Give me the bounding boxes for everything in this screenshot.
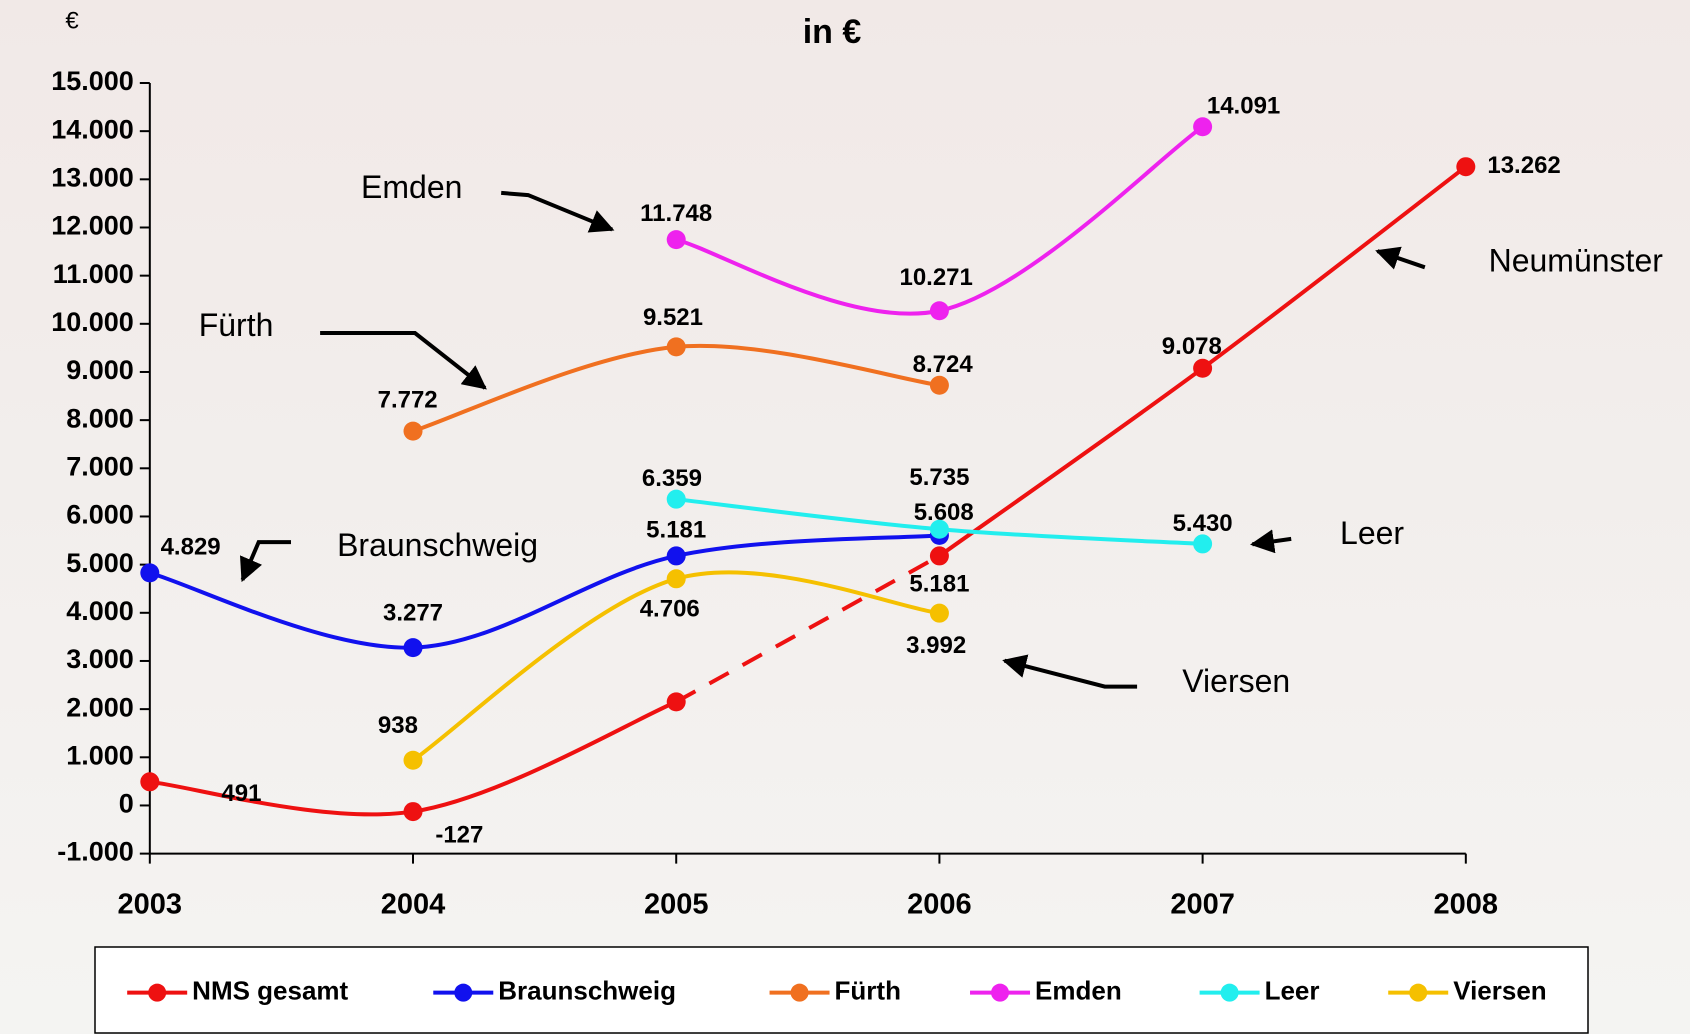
y-tick-label: 0: [119, 789, 134, 819]
value-label: 3.277: [383, 600, 443, 627]
value-label: 491: [221, 780, 261, 807]
value-label: 11.748: [640, 200, 712, 227]
data-point: [929, 301, 949, 321]
value-label: 5.430: [1173, 510, 1233, 537]
data-point: [666, 692, 686, 712]
y-tick-label: 4.000: [66, 596, 134, 626]
legend-label: NMS gesamt: [192, 976, 348, 1006]
value-label: 3.992: [906, 632, 966, 659]
value-label: 938: [378, 712, 418, 739]
legend-marker: [991, 983, 1010, 1002]
annotation-arrow: [501, 190, 615, 233]
legend-label: Fürth: [835, 976, 901, 1006]
data-point: [929, 375, 949, 395]
annotation: Emden: [361, 169, 462, 205]
x-tick-label: 2007: [1170, 888, 1235, 920]
value-label: 4.829: [161, 533, 221, 560]
series-line: [675, 554, 941, 704]
y-tick-label: 15.000: [51, 66, 134, 96]
legend-marker: [790, 983, 809, 1002]
legend-label: Leer: [1265, 976, 1320, 1006]
data-point: [403, 421, 423, 441]
annotation-arrow: [1002, 654, 1138, 689]
value-label: 9.078: [1162, 333, 1222, 360]
value-label: 8.724: [913, 351, 974, 378]
annotation: Viersen: [1182, 663, 1290, 699]
y-tick-label: 12.000: [51, 211, 134, 241]
value-label: 7.772: [378, 386, 438, 413]
value-label: -127: [435, 822, 483, 849]
legend-marker: [1409, 983, 1428, 1002]
y-tick-label: 8.000: [66, 403, 134, 433]
legend-marker: [148, 983, 167, 1002]
data-point: [403, 750, 423, 770]
y-tick-label: 10.000: [51, 307, 134, 337]
annotation: Braunschweig: [337, 527, 538, 563]
x-tick-label: 2003: [118, 888, 183, 920]
annotation: Neumünster: [1489, 242, 1664, 278]
y-tick-label: 14.000: [51, 114, 134, 144]
legend-marker: [1220, 983, 1239, 1002]
data-point: [666, 337, 686, 357]
value-label: 13.262: [1487, 152, 1560, 179]
data-point: [1193, 358, 1213, 378]
data-point: [1456, 157, 1476, 177]
data-point: [1193, 117, 1213, 137]
data-point: [666, 489, 686, 509]
legend-box: [94, 946, 1589, 1034]
y-tick-label: 7.000: [66, 451, 134, 481]
value-label: 14.091: [1207, 93, 1280, 120]
data-point: [666, 569, 686, 589]
legend-label: Braunschweig: [498, 976, 676, 1006]
value-label: 9.521: [643, 304, 703, 331]
x-tick-label: 2006: [907, 888, 972, 920]
series-line: [149, 533, 940, 650]
chart-title: in €: [803, 13, 862, 51]
y-tick-label: 11.000: [53, 259, 134, 289]
legend-marker: [454, 983, 473, 1002]
x-tick-label: 2004: [381, 888, 446, 920]
y-tick-label: 3.000: [66, 644, 134, 674]
data-point: [929, 546, 949, 566]
annotation-arrow: [239, 540, 292, 583]
y-tick-label: 2.000: [66, 692, 134, 722]
annotation-arrow: [1250, 529, 1292, 554]
annotation: Fürth: [199, 307, 274, 343]
value-label: 4.706: [640, 595, 700, 622]
y-tick-label: 5.000: [66, 548, 134, 578]
data-point: [140, 772, 160, 792]
x-tick-label: 2008: [1434, 888, 1499, 920]
data-point: [666, 546, 686, 566]
value-label: 6.359: [642, 465, 702, 492]
annotation-arrow: [1375, 246, 1426, 270]
data-point: [403, 802, 423, 822]
y-tick-label: 6.000: [66, 500, 134, 530]
x-tick-label: 2005: [644, 888, 709, 920]
data-point: [929, 519, 949, 539]
value-label: 5.735: [909, 464, 969, 491]
data-point: [403, 638, 423, 658]
value-label: 5.181: [646, 516, 706, 543]
legend-label: Emden: [1035, 976, 1122, 1006]
data-point: [929, 603, 949, 623]
annotation-arrow: [320, 331, 487, 390]
y-tick-label: 9.000: [66, 355, 134, 385]
annotation: Leer: [1340, 515, 1404, 551]
data-point: [666, 230, 686, 250]
data-point: [1193, 534, 1213, 554]
unit-label: €: [65, 7, 79, 34]
value-label: 5.181: [909, 570, 969, 597]
y-tick-label: 1.000: [66, 740, 134, 770]
legend-label: Viersen: [1453, 976, 1546, 1006]
y-tick-label: 13.000: [51, 162, 134, 192]
y-tick-label: -1.000: [57, 837, 134, 867]
data-point: [140, 563, 160, 583]
value-label: 10.271: [899, 264, 972, 291]
